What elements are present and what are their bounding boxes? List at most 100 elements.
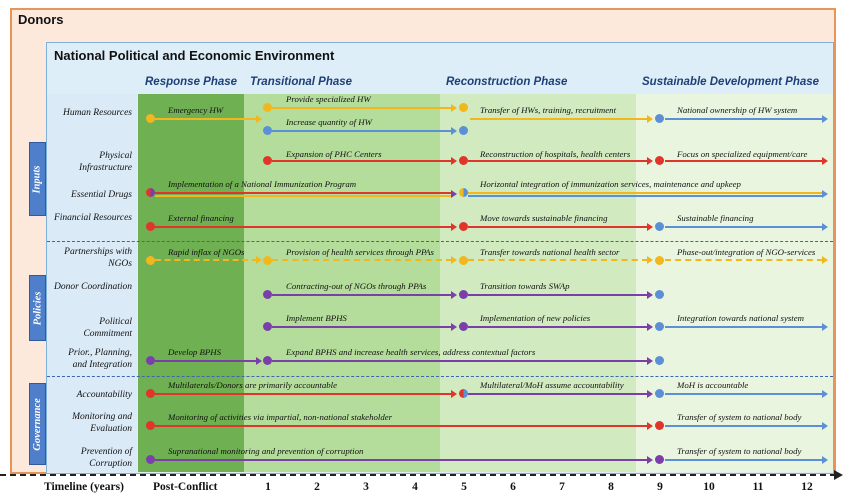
arrow-line-dashed <box>272 259 452 261</box>
label-transfer-national: Transfer towards national health sector <box>480 247 620 257</box>
dot <box>655 455 664 464</box>
arrow-line <box>468 195 823 197</box>
dot <box>146 389 155 398</box>
arrow-line <box>155 192 452 194</box>
timeline-year-6: 6 <box>510 481 516 493</box>
arrow-line <box>468 226 648 228</box>
label-immunization-program: Implementation of a National Immunizatio… <box>168 179 357 189</box>
arrow-line <box>468 294 648 296</box>
dot <box>655 156 664 165</box>
arrow-line <box>155 226 452 228</box>
arrow-line <box>468 192 823 194</box>
row-label-donor-coordination: Donor Coordination <box>53 282 132 292</box>
group-policies: Policies <box>29 275 46 341</box>
arrow-line <box>468 326 648 328</box>
label-increase-quantity-hw: Increase quantity of HW <box>286 117 372 127</box>
dot <box>459 322 468 331</box>
arrow-line <box>468 393 648 395</box>
arrow-head <box>647 323 653 331</box>
timeline-year-8: 8 <box>608 481 614 493</box>
arrow-line <box>155 360 258 362</box>
dot <box>263 103 272 112</box>
dot <box>655 222 664 231</box>
timeline-axis <box>0 474 836 476</box>
arrow-line-dashed <box>155 259 258 261</box>
timeline-year-9: 9 <box>657 481 663 493</box>
dot <box>146 455 155 464</box>
arrow-line <box>665 326 823 328</box>
phase-response: Response Phase <box>145 76 238 88</box>
timeline-start: Post-Conflict <box>153 481 218 493</box>
arrow-head <box>647 422 653 430</box>
arrow-line <box>665 459 823 461</box>
timeline-year-3: 3 <box>363 481 369 493</box>
label-expansion-phc: Expansion of PHC Centers <box>286 149 382 159</box>
dot <box>655 322 664 331</box>
label-supranational: Supranational monitoring and prevention … <box>168 446 364 456</box>
row-label-essential-drugs: Essential Drugs <box>71 190 132 200</box>
label-horizontal-integration: Horizontal integration of immunization s… <box>480 179 741 189</box>
arrow-line <box>272 294 452 296</box>
separator-policies-governance <box>47 376 833 377</box>
label-integration-national: Integration towards national system <box>677 313 804 323</box>
arrow-head <box>822 323 828 331</box>
timeline-year-2: 2 <box>314 481 320 493</box>
arrow-head <box>647 291 653 299</box>
label-moh-assume: Multilateral/MoH assume accountability <box>480 380 624 390</box>
dot <box>655 290 664 299</box>
label-focus-specialized: Focus on specialized equipment/care <box>677 149 808 159</box>
group-governance: Governance <box>29 383 46 465</box>
dot <box>459 126 468 135</box>
dot <box>459 222 468 231</box>
dot <box>146 222 155 231</box>
arrow-head <box>256 115 262 123</box>
label-transfer-system-pc: Transfer of system to national body <box>677 446 802 456</box>
dot <box>459 256 468 265</box>
arrow-line <box>470 118 648 120</box>
timeline-arrow-head <box>834 470 843 480</box>
arrow-line <box>665 160 823 162</box>
row-label-monitoring-evaluation: Monitoring and Evaluation <box>72 412 132 434</box>
arrow-head <box>647 115 653 123</box>
dot <box>146 256 155 265</box>
arrow-line <box>665 226 823 228</box>
row-label-political-commitment: Political Commitment <box>83 317 132 339</box>
label-implement-bphs: Implement BPHS <box>286 313 347 323</box>
label-provide-specialized-hw: Provide specialized HW <box>286 94 371 104</box>
dot <box>263 322 272 331</box>
dot <box>263 290 272 299</box>
label-provision-ppas: Provision of health services through PPA… <box>286 247 434 257</box>
arrow-head <box>451 104 457 112</box>
arrow-line <box>155 459 648 461</box>
row-label-financial-resources: Financial Resources <box>53 213 132 223</box>
label-moh-accountable: MoH is accountable <box>677 380 749 390</box>
arrow-head <box>822 190 828 198</box>
phase-sustainable: Sustainable Development Phase <box>642 76 820 88</box>
dot <box>655 114 664 123</box>
timeline-year-10: 10 <box>703 481 715 493</box>
dot <box>263 126 272 135</box>
label-emergency-hw: Emergency HW <box>168 105 224 115</box>
row-label-human-resources: Human Resources <box>62 108 132 118</box>
dot <box>459 188 468 197</box>
label-sustainable-financing: Sustainable financing <box>677 213 754 223</box>
arrow-line <box>155 393 452 395</box>
arrow-head <box>647 256 653 264</box>
arrow-line <box>272 130 452 132</box>
arrow-line <box>155 118 258 120</box>
timeline-year-1: 1 <box>265 481 271 493</box>
arrow-line <box>272 107 452 109</box>
arrow-head <box>822 422 828 430</box>
dot <box>459 156 468 165</box>
environment-title: National Political and Economic Environm… <box>54 48 335 63</box>
timeline-year-5: 5 <box>461 481 467 493</box>
arrow-line <box>468 160 648 162</box>
label-external-financing: External financing <box>168 213 234 223</box>
dot <box>146 421 155 430</box>
arrow-head <box>647 456 653 464</box>
arrow-head <box>451 291 457 299</box>
arrow-line-dashed <box>468 259 648 261</box>
label-phase-out-ngo: Phase-out/integration of NGO-services <box>677 247 816 257</box>
label-national-ownership-hw: National ownership of HW system <box>677 105 798 115</box>
row-label-column <box>47 94 137 472</box>
